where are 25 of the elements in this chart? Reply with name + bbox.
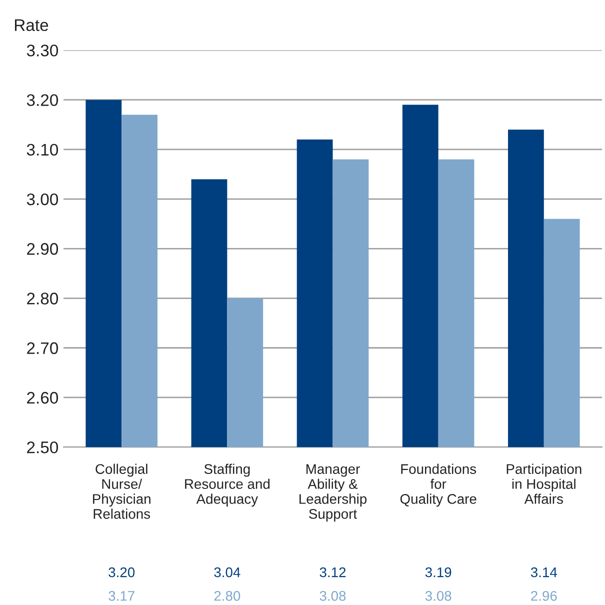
x-tick-label: Manager Ability & Leadership Support xyxy=(300,464,367,522)
data-label: 3.08 xyxy=(320,590,346,601)
y-tick-label: 3.10 xyxy=(26,144,58,156)
y-tick-label: 3.00 xyxy=(26,193,58,206)
data-label: 3.20 xyxy=(108,567,135,578)
data-label: 3.08 xyxy=(425,590,452,601)
data-label: 3.04 xyxy=(214,567,240,578)
y-axis-title: Rate xyxy=(14,19,48,32)
y-tick-label: 2.70 xyxy=(27,342,58,354)
y-tick-label: 2.80 xyxy=(27,292,58,304)
data-label: 2.96 xyxy=(531,590,557,601)
data-label: 3.14 xyxy=(530,567,558,578)
y-tick-label: 2.90 xyxy=(27,243,58,255)
y-tick-label: 3.20 xyxy=(26,94,58,106)
y-tick-label: 2.50 xyxy=(27,441,58,454)
data-label: 3.19 xyxy=(425,567,452,578)
x-tick-label: Foundations for Quality Care xyxy=(400,464,476,507)
data-label: 3.17 xyxy=(108,590,134,601)
x-tick-label: Participation in Hospital Affairs xyxy=(506,464,582,504)
y-tick-label: 2.60 xyxy=(27,392,58,404)
data-label: 2.80 xyxy=(214,590,240,601)
x-tick-label: Staffing Resource and Adequacy xyxy=(185,464,270,507)
y-tick-label: 3.30 xyxy=(26,44,58,56)
x-tick-label: Collegial Nurse/ Physician Relations xyxy=(93,464,150,519)
data-label: 3.12 xyxy=(320,567,346,578)
